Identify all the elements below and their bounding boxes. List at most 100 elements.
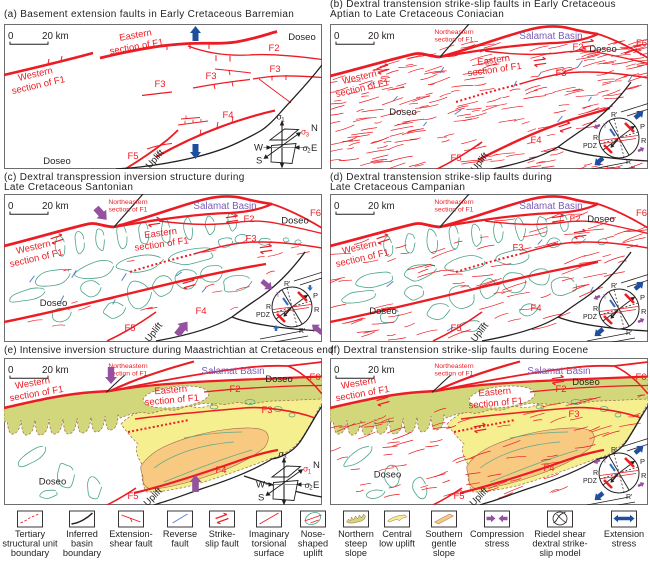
svg-text:F6: F6 xyxy=(309,372,320,383)
svg-text:20 km: 20 km xyxy=(368,31,395,42)
svg-text:F5: F5 xyxy=(450,153,461,164)
svg-text:2: 2 xyxy=(309,486,313,492)
svg-text:Strike-: Strike- xyxy=(209,529,236,539)
svg-text:section of F1: section of F1 xyxy=(144,393,199,409)
svg-text:shear fault: shear fault xyxy=(110,539,153,549)
svg-text:Extension-: Extension- xyxy=(109,529,152,539)
svg-text:F3: F3 xyxy=(245,234,256,245)
svg-text:F3: F3 xyxy=(269,64,280,75)
svg-text:0: 0 xyxy=(334,201,340,212)
svg-text:R': R' xyxy=(299,328,305,335)
svg-text:Northeastern: Northeastern xyxy=(434,199,474,206)
svg-text:Doseo: Doseo xyxy=(281,216,308,227)
svg-text:W: W xyxy=(254,143,263,154)
svg-text:slope: slope xyxy=(345,548,367,558)
svg-text:Salamat Basin: Salamat Basin xyxy=(519,31,582,42)
svg-text:PDZ: PDZ xyxy=(583,143,598,150)
svg-text:slope: slope xyxy=(433,548,455,558)
svg-text:R: R xyxy=(593,470,598,477)
svg-text:Doseo: Doseo xyxy=(389,107,416,118)
svg-text:structural unit: structural unit xyxy=(2,539,58,549)
svg-text:Central: Central xyxy=(382,529,412,539)
svg-text:N: N xyxy=(313,460,320,471)
svg-text:S: S xyxy=(258,493,264,504)
svg-text:20 km: 20 km xyxy=(42,31,69,42)
svg-text:F5: F5 xyxy=(124,323,135,334)
svg-text:F2: F2 xyxy=(229,384,240,395)
svg-text:3: 3 xyxy=(306,132,310,138)
svg-text:F2: F2 xyxy=(569,214,580,225)
svg-text:1: 1 xyxy=(308,469,312,475)
svg-text:F6: F6 xyxy=(635,372,646,383)
svg-text:F4: F4 xyxy=(215,465,226,476)
svg-text:slip fault: slip fault xyxy=(205,539,239,549)
svg-text:T: T xyxy=(603,294,607,301)
svg-text:section of F1: section of F1 xyxy=(435,207,474,214)
svg-text:Southern: Southern xyxy=(425,529,462,539)
svg-text:surface: surface xyxy=(254,548,284,558)
svg-text:fault: fault xyxy=(171,539,189,549)
svg-text:Uplift: Uplift xyxy=(469,150,491,169)
svg-text:Reverse: Reverse xyxy=(163,529,197,539)
svg-text:Northeastern: Northeastern xyxy=(108,199,148,206)
svg-text:boundary: boundary xyxy=(63,548,102,558)
svg-text:torsional: torsional xyxy=(252,539,287,549)
svg-text:σ: σ xyxy=(303,143,309,153)
svg-text:boundary: boundary xyxy=(11,548,50,558)
svg-text:F2: F2 xyxy=(555,384,566,395)
svg-text:section of F1: section of F1 xyxy=(467,61,522,79)
svg-text:F4: F4 xyxy=(530,303,541,314)
svg-text:Doseo: Doseo xyxy=(374,470,401,481)
svg-text:F6: F6 xyxy=(310,208,321,219)
svg-text:Doseo: Doseo xyxy=(40,298,67,309)
svg-text:Doseo: Doseo xyxy=(589,44,616,55)
svg-text:F3: F3 xyxy=(154,79,165,90)
svg-text:gentle: gentle xyxy=(431,539,456,549)
svg-text:σ: σ xyxy=(279,449,285,459)
svg-text:PDZ: PDZ xyxy=(583,314,598,321)
svg-text:R: R xyxy=(641,136,647,145)
svg-text:F5: F5 xyxy=(450,323,461,334)
svg-text:R: R xyxy=(314,305,320,314)
svg-text:R': R' xyxy=(626,159,632,166)
svg-text:F3: F3 xyxy=(568,409,579,420)
svg-text:Compression: Compression xyxy=(470,529,524,539)
svg-text:Eastern: Eastern xyxy=(154,384,188,398)
svg-text:R': R' xyxy=(626,494,632,501)
svg-text:PDZ: PDZ xyxy=(583,478,598,485)
svg-text:F2: F2 xyxy=(243,214,254,225)
svg-text:Nose-: Nose- xyxy=(301,529,326,539)
svg-text:Inferred: Inferred xyxy=(66,529,98,539)
svg-text:F5: F5 xyxy=(453,491,464,502)
svg-text:1: 1 xyxy=(281,117,285,123)
svg-text:F4: F4 xyxy=(195,306,206,317)
svg-text:T: T xyxy=(603,123,607,130)
svg-text:R: R xyxy=(593,135,598,142)
svg-text:R': R' xyxy=(611,447,617,454)
svg-text:stress: stress xyxy=(612,539,637,549)
svg-text:R': R' xyxy=(611,112,617,119)
svg-text:F5: F5 xyxy=(127,491,138,502)
svg-text:P: P xyxy=(640,122,645,131)
svg-text:F3: F3 xyxy=(261,405,272,416)
svg-text:20 km: 20 km xyxy=(368,365,395,376)
svg-text:20 km: 20 km xyxy=(42,365,69,376)
svg-text:E: E xyxy=(313,480,319,491)
svg-text:Northern: Northern xyxy=(338,529,374,539)
svg-text:F6: F6 xyxy=(636,38,647,49)
svg-text:T: T xyxy=(276,292,280,299)
svg-text:Salamat Basin: Salamat Basin xyxy=(519,201,582,212)
svg-text:F3: F3 xyxy=(555,68,566,79)
svg-text:F2: F2 xyxy=(268,43,279,54)
svg-text:Doseo: Doseo xyxy=(265,374,292,385)
svg-text:Imaginary: Imaginary xyxy=(249,529,290,539)
svg-text:section of F1: section of F1 xyxy=(435,37,474,44)
svg-text:20 km: 20 km xyxy=(42,201,69,212)
svg-text:P: P xyxy=(313,291,318,300)
svg-text:Eastern: Eastern xyxy=(144,226,178,241)
svg-text:3: 3 xyxy=(283,454,287,460)
svg-text:0: 0 xyxy=(8,365,14,376)
svg-text:shaped: shaped xyxy=(298,539,328,549)
svg-text:R': R' xyxy=(611,283,617,290)
svg-text:0: 0 xyxy=(8,31,14,42)
